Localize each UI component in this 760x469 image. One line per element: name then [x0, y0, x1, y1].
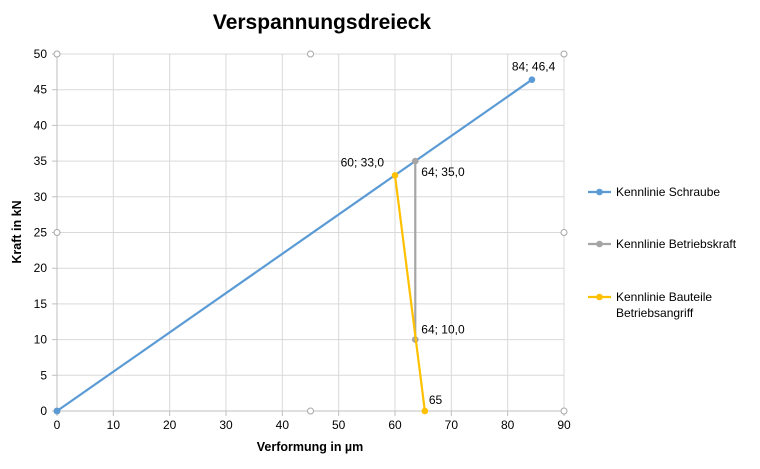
x-tick-label: 80 [501, 418, 515, 432]
data-label: 65 [429, 393, 443, 407]
x-tick-label: 0 [54, 418, 61, 432]
legend: Kennlinie Schraube Kennlinie Betriebskraf… [588, 185, 737, 320]
x-tick-label: 40 [276, 418, 290, 432]
selection-handle [560, 407, 568, 415]
y-axis-title: Kraft in kN [10, 200, 24, 263]
selection-handle [307, 407, 314, 415]
selection-handle [53, 50, 61, 58]
series-1: 84; 46,4 [53, 60, 556, 415]
series-3: 60; 33,0 65 [341, 155, 443, 415]
series-line [56, 78, 533, 412]
chart-title: Verspannungsdreieck [213, 11, 432, 34]
selection-handle [53, 229, 61, 236]
selection-handle [560, 229, 568, 236]
axes: 0 10 20 30 40 50 60 70 80 90 0 5 10 15 20 25 30 35 40 45 50 [34, 47, 571, 432]
legend-marker [596, 240, 603, 248]
y-tick-label: 30 [34, 190, 48, 204]
selection-handle [307, 50, 314, 58]
y-tick-label: 40 [34, 118, 48, 132]
selection-handle [560, 50, 568, 58]
data-point [53, 407, 61, 415]
series-layer: 84; 46,4 64; 35,0 64; 10,0 60; 33,0 65 [53, 60, 556, 415]
data-point [421, 407, 429, 415]
data-point [391, 172, 399, 179]
data-point [528, 76, 536, 84]
data-label: 60; 33,0 [341, 155, 385, 169]
x-tick-label: 60 [388, 418, 402, 432]
legend-label: Kennlinie Bauteile Betriebsangriff [616, 290, 712, 320]
x-tick-label: 70 [445, 418, 459, 432]
legend-marker [596, 188, 603, 196]
y-tick-label: 10 [34, 333, 48, 347]
y-tick-label: 15 [34, 297, 48, 311]
x-tick-label: 30 [219, 418, 233, 432]
y-tick-label: 45 [34, 83, 48, 97]
y-tick-label: 0 [40, 404, 47, 418]
data-label: 64; 10,0 [421, 323, 465, 337]
x-tick-label: 20 [163, 418, 177, 432]
x-tick-label: 90 [557, 418, 571, 432]
x-tick-label: 10 [107, 418, 121, 432]
y-tick-label: 25 [34, 226, 48, 240]
legend-entry: Kennlinie Schraube [588, 185, 720, 199]
y-tick-label: 50 [34, 47, 48, 61]
data-point [411, 157, 419, 165]
data-label: 64; 35,0 [421, 165, 465, 179]
legend-entry: Kennlinie Betriebskraft [588, 237, 737, 251]
legend-marker [596, 293, 603, 301]
x-axis-title: Verformung in µm [257, 440, 364, 454]
series-line [393, 175, 426, 412]
data-label: 84; 46,4 [512, 60, 556, 74]
y-tick-label: 35 [34, 154, 48, 168]
y-tick-label: 20 [34, 261, 48, 275]
legend-label: Kennlinie Schraube [616, 185, 720, 199]
y-tick-label: 5 [40, 368, 47, 382]
x-tick-label: 50 [332, 418, 346, 432]
legend-label: Kennlinie Betriebskraft [616, 237, 737, 251]
series-2: 64; 35,0 64; 10,0 [411, 157, 465, 343]
legend-entry: Kennlinie Bauteile Betriebsangriff [588, 290, 712, 320]
